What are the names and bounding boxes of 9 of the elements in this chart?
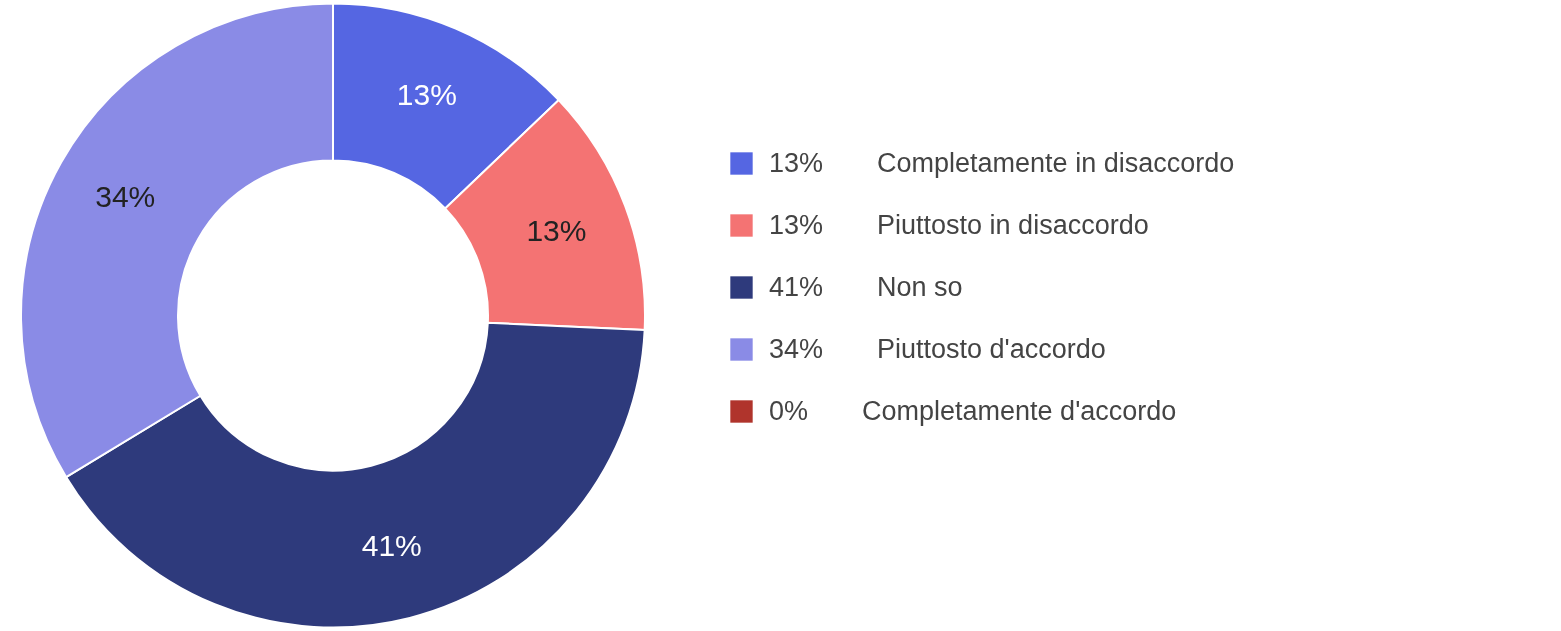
legend-label: 13% Piuttosto in disaccordo <box>769 209 1149 240</box>
legend-label: 34% Piuttosto d'accordo <box>769 333 1106 364</box>
data-label: 34% <box>95 180 156 214</box>
data-label: 41% <box>361 528 422 562</box>
legend-label: 0% Completamente d'accordo <box>769 395 1177 426</box>
legend-label: 41% Non so <box>769 271 963 302</box>
data-label: 13% <box>396 78 457 112</box>
legend-label: 13% Completamente in disaccordo <box>769 147 1235 178</box>
data-label: 13% <box>526 213 587 247</box>
